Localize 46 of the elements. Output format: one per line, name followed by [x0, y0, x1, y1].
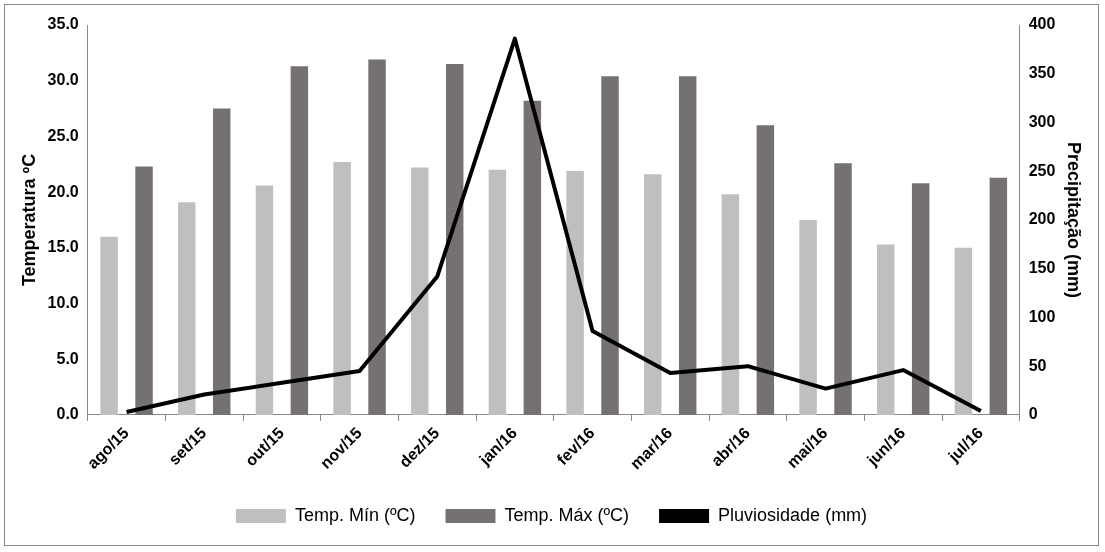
bar [601, 76, 619, 415]
y-tick-label: 25.0 [47, 126, 79, 144]
bar [368, 59, 386, 415]
bar [290, 66, 309, 415]
y-tick-label: 15.0 [47, 238, 79, 256]
bar [212, 108, 231, 415]
bar [255, 185, 274, 415]
bar [445, 63, 464, 415]
bar [333, 162, 351, 415]
bar [411, 167, 429, 415]
bar [644, 174, 662, 415]
y-tick-label: 10.0 [47, 293, 79, 311]
bar [523, 100, 542, 415]
y2-tick-label: 50 [1028, 356, 1047, 374]
y-axis-title: Temperatura ºC [18, 153, 39, 287]
legend-label: Temp. Máx (ºC) [504, 504, 630, 525]
bar [566, 170, 584, 415]
y2-tick-label: 250 [1028, 161, 1056, 179]
bar [178, 202, 196, 415]
bar [989, 177, 1008, 415]
y2-tick-label: 0 [1028, 405, 1038, 423]
bar [135, 166, 153, 415]
bar [100, 236, 118, 415]
y-tick-label: 30.0 [47, 71, 79, 89]
bar [834, 163, 852, 415]
bar [877, 244, 895, 415]
y2-tick-label: 150 [1028, 259, 1056, 277]
y2-tick-label: 300 [1028, 112, 1056, 130]
y-tick-label: 20.0 [47, 182, 79, 200]
bar [911, 183, 930, 415]
legend-label: Pluviosidade (mm) [718, 504, 868, 525]
y-tick-label: 35.0 [47, 15, 79, 33]
bar [721, 194, 740, 415]
bar [678, 76, 697, 415]
bar [756, 125, 775, 415]
bar [488, 169, 507, 415]
y2-axis-title: Precipitação (mm) [1064, 141, 1085, 298]
y-tick-label: 5.0 [56, 349, 79, 367]
legend-label: Temp. Mín (ºC) [294, 504, 416, 525]
y2-tick-label: 200 [1028, 210, 1056, 228]
y2-tick-label: 100 [1028, 307, 1056, 325]
bar [954, 247, 973, 415]
y-tick-label: 0.0 [56, 405, 79, 423]
y2-tick-label: 350 [1028, 64, 1056, 82]
y2-tick-label: 400 [1028, 15, 1056, 33]
bar [799, 219, 817, 415]
